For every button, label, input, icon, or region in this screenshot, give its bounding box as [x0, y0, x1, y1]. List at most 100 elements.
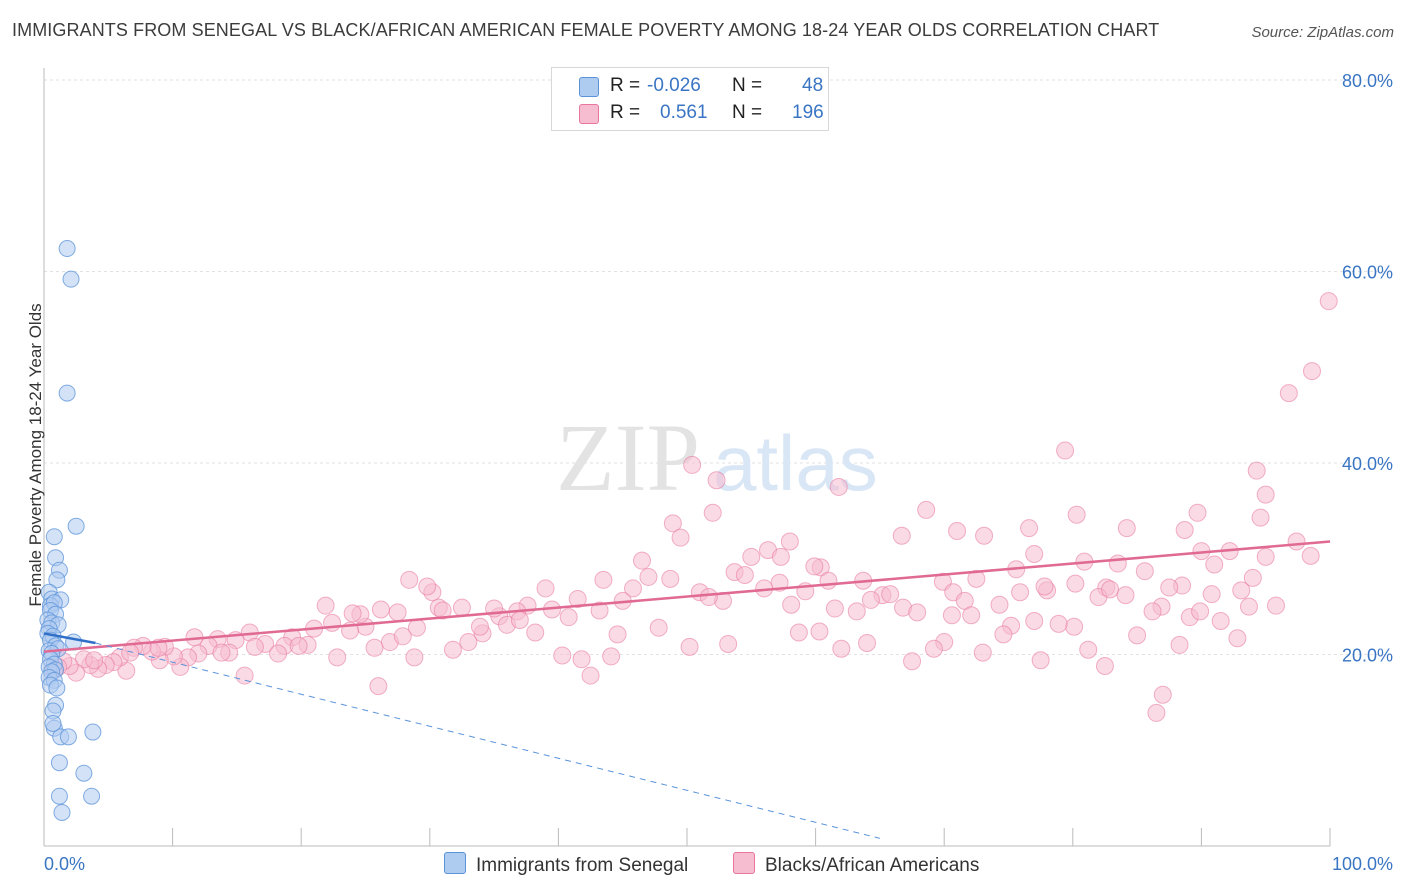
point-black — [770, 573, 789, 592]
point-black — [269, 644, 288, 663]
point-black — [572, 650, 591, 669]
point-black — [1279, 384, 1298, 403]
point-black — [825, 599, 844, 618]
point-black — [1153, 685, 1172, 704]
point-black — [212, 643, 231, 662]
point-black — [594, 570, 613, 589]
point-black — [433, 601, 452, 620]
point-black — [526, 623, 545, 642]
point-black — [343, 604, 362, 623]
y-tick-label: 60.0% — [1342, 263, 1393, 283]
x-tick-label: 0.0% — [44, 854, 85, 874]
point-black — [121, 643, 140, 662]
series-blacks-points — [45, 292, 1338, 722]
point-black — [917, 500, 936, 519]
point-senegal — [58, 384, 76, 402]
bottom-legend-black: Blacks/African Americans — [733, 852, 979, 877]
point-black — [847, 602, 866, 621]
point-black — [1251, 508, 1270, 527]
point-black — [371, 600, 390, 619]
point-black — [1143, 602, 1162, 621]
point-black — [719, 634, 738, 653]
point-black — [1239, 597, 1258, 616]
legend-r-value: 0.561 — [660, 102, 708, 123]
point-black — [805, 557, 824, 576]
point-black — [1301, 546, 1320, 565]
point-black — [967, 569, 986, 588]
legend-swatch-black — [579, 104, 599, 124]
point-black — [703, 503, 722, 522]
point-black — [1031, 651, 1050, 670]
point-black — [962, 606, 981, 625]
point-black — [1256, 547, 1275, 566]
point-black — [1066, 574, 1085, 593]
point-black — [1067, 505, 1086, 524]
legend-r-label: R = — [610, 102, 641, 123]
point-black — [903, 652, 922, 671]
point-black — [1049, 614, 1068, 633]
point-black — [789, 623, 808, 642]
point-black — [1147, 703, 1166, 722]
point-black — [536, 579, 555, 598]
point-black — [661, 569, 680, 588]
point-senegal — [83, 787, 101, 805]
point-black — [1035, 577, 1054, 596]
point-black — [510, 611, 529, 630]
legend-n-label: N = — [732, 102, 763, 123]
legend-swatch-black — [733, 852, 755, 874]
point-black — [418, 577, 437, 596]
point-black — [1056, 441, 1075, 460]
point-black — [1170, 635, 1189, 654]
legend-swatch-senegal — [444, 852, 466, 874]
point-black — [1117, 519, 1136, 538]
point-black — [400, 570, 419, 589]
point-black — [568, 589, 587, 608]
chart-title: IMMIGRANTS FROM SENEGAL VS BLACK/AFRICAN… — [12, 20, 1160, 40]
legend-label-black: Blacks/African Americans — [765, 855, 980, 876]
point-black — [1095, 656, 1114, 675]
point-black — [810, 622, 829, 641]
y-tick-label: 20.0% — [1342, 646, 1393, 666]
point-black — [948, 521, 967, 540]
point-black — [1211, 611, 1230, 630]
point-black — [1202, 585, 1221, 604]
point-black — [942, 606, 961, 625]
y-axis-label: Female Poverty Among 18-24 Year Olds — [26, 303, 45, 607]
y-tick-label: 80.0% — [1342, 71, 1393, 91]
point-black — [581, 666, 600, 685]
point-senegal — [50, 787, 68, 805]
point-black — [1191, 602, 1210, 621]
point-black — [832, 639, 851, 658]
x-tick-labels: 0.0% 100.0% — [44, 854, 1393, 874]
point-senegal — [84, 723, 102, 741]
source-label: Source: ZipAtlas.com — [1251, 24, 1394, 41]
point-black — [289, 636, 308, 655]
point-black — [1116, 586, 1135, 605]
trend-line-black — [43, 540, 1331, 653]
trend-line-senegal-dashed — [95, 642, 881, 839]
point-black — [553, 646, 572, 665]
point-black — [328, 648, 347, 667]
point-black — [1175, 521, 1194, 540]
point-black — [632, 551, 651, 570]
point-black — [602, 647, 621, 666]
point-black — [1108, 554, 1127, 573]
point-black — [881, 585, 900, 604]
watermark-atlas: atlas — [713, 419, 878, 507]
point-black — [973, 643, 992, 662]
point-black — [85, 651, 104, 670]
legend-n-value: 48 — [802, 75, 824, 96]
point-black — [459, 633, 478, 652]
bottom-legend-senegal: Immigrants from Senegal — [444, 852, 688, 877]
point-senegal — [62, 270, 80, 288]
point-black — [1101, 580, 1120, 599]
series-senegal-points — [39, 240, 102, 821]
point-black — [608, 625, 627, 644]
point-black — [235, 666, 254, 685]
point-black — [990, 595, 1009, 614]
point-senegal — [48, 679, 66, 697]
point-senegal — [45, 528, 63, 546]
trend-line-senegal — [43, 632, 96, 645]
point-black — [1188, 503, 1207, 522]
